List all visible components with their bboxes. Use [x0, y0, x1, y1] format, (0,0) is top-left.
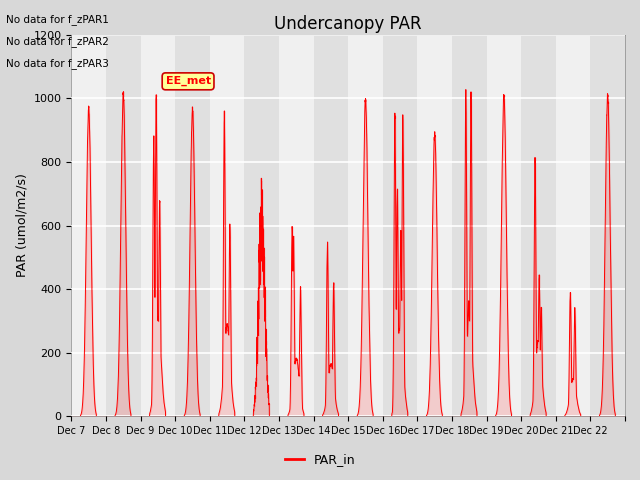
Y-axis label: PAR (umol/m2/s): PAR (umol/m2/s)	[15, 174, 28, 277]
Title: Undercanopy PAR: Undercanopy PAR	[275, 15, 422, 33]
Bar	[141, 35, 175, 417]
Bar	[417, 35, 452, 417]
Bar	[348, 35, 383, 417]
Bar	[383, 35, 417, 417]
Text: No data for f_zPAR3: No data for f_zPAR3	[6, 58, 109, 69]
Legend: PAR_in: PAR_in	[280, 448, 360, 471]
Bar	[175, 35, 210, 417]
Bar	[106, 35, 141, 417]
Bar	[244, 35, 279, 417]
Bar	[279, 35, 314, 417]
Bar	[521, 35, 556, 417]
Bar	[72, 35, 106, 417]
Bar	[486, 35, 521, 417]
Text: No data for f_zPAR2: No data for f_zPAR2	[6, 36, 109, 47]
Bar	[314, 35, 348, 417]
Bar	[591, 35, 625, 417]
Text: EE_met: EE_met	[166, 76, 211, 86]
Bar	[556, 35, 591, 417]
Bar	[452, 35, 486, 417]
Text: No data for f_zPAR1: No data for f_zPAR1	[6, 14, 109, 25]
Bar	[210, 35, 244, 417]
